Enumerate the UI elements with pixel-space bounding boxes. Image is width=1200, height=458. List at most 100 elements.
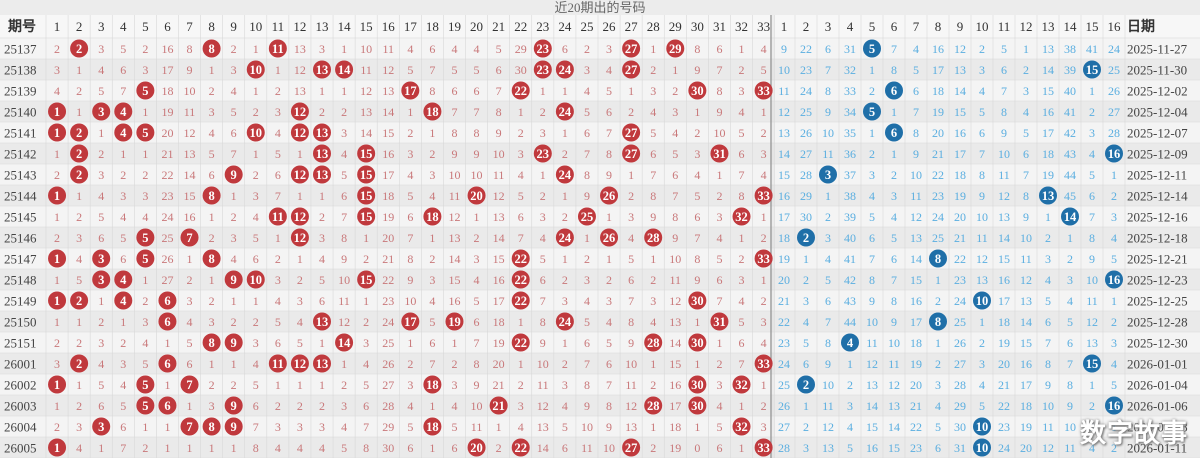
red-omission-value: 1 [650,252,656,266]
blue-omission-value: 6 [913,84,919,98]
red-omission-value: 1 [363,294,369,308]
red-omission-value: 1 [54,210,60,224]
red-omission-value: 1 [209,357,215,371]
red-omission-value: 12 [294,63,306,77]
red-omission-value: 4 [518,420,524,434]
red-ball-number: 6 [164,357,170,371]
red-omission-value: 1 [407,105,413,119]
blue-omission-value: 1 [979,315,985,329]
row-date: 2026-01-08 [1127,420,1188,435]
red-ball-number: 13 [316,147,329,161]
blue-omission-value: 19 [932,105,944,119]
red-omission-value: 4 [451,399,457,413]
red-ball [710,312,729,331]
red-omission-value: 10 [471,168,483,182]
blue-omission-value: 10 [1064,420,1076,434]
red-ball [401,312,420,331]
red-omission-value: 3 [562,294,568,308]
red-omission-value: 27 [382,378,394,392]
red-omission-value: 26 [161,252,173,266]
blue-omission-value: 23 [910,441,922,455]
red-ball [92,417,111,436]
blue-omission-value: 4 [979,84,985,98]
header-red-number: 8 [208,19,215,34]
blue-omission-value: 3 [847,399,853,413]
blue-omission-value: 10 [976,210,988,224]
blue-ball [1083,60,1101,79]
red-omission-value: 2 [297,399,303,413]
red-omission-value: 4 [319,252,325,266]
red-omission-value: 6 [496,63,502,77]
blue-omission-value: 13 [822,441,834,455]
red-omission-value: 1 [253,42,259,56]
blue-omission-value: 14 [866,399,878,413]
red-ball [290,165,309,184]
blue-ball-number: 6 [891,84,897,98]
header-red-number: 21 [492,19,505,34]
red-ball [511,81,530,100]
red-ball-number: 26 [603,189,616,203]
blue-omission-value: 39 [1064,63,1076,77]
red-omission-value: 3 [98,42,104,56]
red-omission-value: 5 [474,63,480,77]
blue-omission-value: 3 [979,63,985,77]
red-omission-value: 3 [54,357,60,371]
red-omission-value: 18 [382,189,394,203]
red-omission-value: 5 [275,147,281,161]
red-omission-value: 7 [584,357,590,371]
red-ball-number: 4 [120,273,127,287]
row-period: 26002 [4,378,37,393]
blue-omission-value: 28 [778,441,790,455]
blue-omission-value: 13 [998,210,1010,224]
blue-omission-value: 19 [954,189,966,203]
blue-ball-number: 8 [935,315,941,329]
header-red-number: 30 [691,19,704,34]
red-ball-number: 15 [360,273,373,287]
red-omission-value: 4 [341,147,347,161]
red-omission-value: 4 [761,336,767,350]
red-omission-value: 10 [581,420,593,434]
red-omission-value: 1 [164,420,170,434]
blue-omission-value: 1 [847,357,853,371]
red-omission-value: 4 [253,357,259,371]
row-period: 25149 [4,294,37,309]
blue-omission-value: 16 [1020,357,1032,371]
red-omission-value: 4 [253,210,259,224]
watermark-text: 数字故事 [1079,419,1188,449]
blue-omission-value: 29 [800,189,812,203]
blue-omission-value: 2 [979,336,985,350]
blue-omission-value: 21 [932,147,944,161]
red-omission-value: 6 [451,441,457,455]
blue-omission-value: 18 [1020,399,1032,413]
header-red-number: 4 [120,19,127,34]
red-ball [136,123,155,142]
red-omission-value: 3 [739,273,745,287]
red-omission-value: 5 [562,420,568,434]
red-omission-value: 8 [407,252,413,266]
blue-omission-value: 13 [1042,42,1054,56]
red-ball [313,60,331,79]
red-ball [70,123,89,142]
red-ball-number: 21 [492,399,505,413]
red-ball [290,228,309,247]
red-ball-number: 26 [603,231,616,245]
red-ball-number: 14 [338,63,351,77]
blue-omission-value: 13 [976,273,988,287]
red-ball-number: 22 [514,84,527,98]
red-omission-value: 2 [76,336,82,350]
row-date: 2026-01-01 [1127,357,1188,372]
red-omission-value: 1 [319,336,325,350]
blue-omission-value: 8 [1001,105,1007,119]
row-background [0,311,1200,332]
blue-omission-value: 43 [844,294,856,308]
blue-omission-value: 25 [778,378,790,392]
red-omission-value: 4 [76,252,82,266]
blue-ball [1039,186,1057,205]
row-background [0,59,1200,80]
red-ball [48,102,67,121]
row-period: 26004 [4,420,37,435]
row-period: 25150 [4,315,37,330]
blue-omission-value: 4 [1023,105,1029,119]
red-omission-value: 4 [231,84,237,98]
red-ball-number: 28 [647,231,660,245]
